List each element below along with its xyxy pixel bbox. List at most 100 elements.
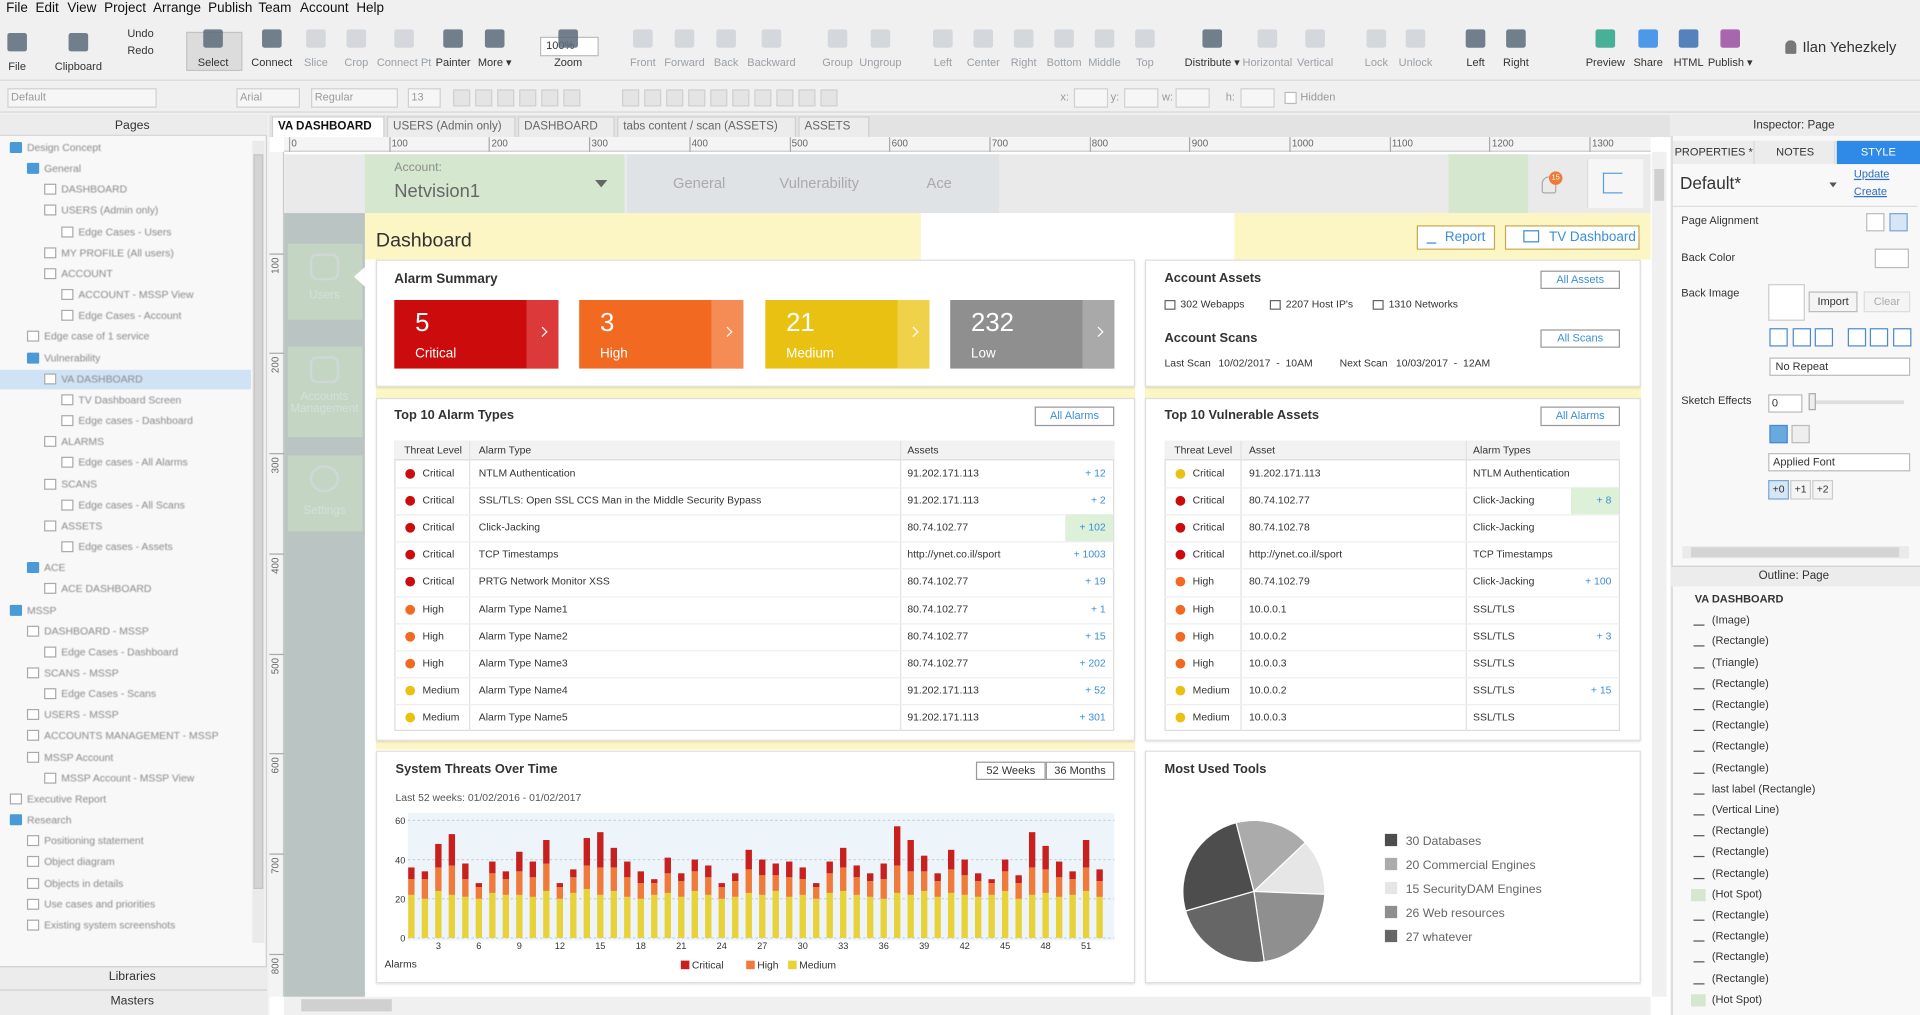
menu-item[interactable]: Team [258,1,292,16]
toolbar-icon[interactable] [68,33,89,52]
more-count[interactable]: + 301 [1079,710,1106,723]
format-icon[interactable] [497,89,515,107]
outline-item[interactable]: (Rectangle) [1711,824,1769,837]
toolbar-button[interactable]: HTML [1673,56,1704,69]
toolbar-button[interactable]: Connect [251,56,293,69]
import-button[interactable] [1808,291,1858,313]
toolbar-icon[interactable] [443,29,463,48]
outline-item[interactable]: (Rectangle) [1711,719,1769,732]
toolbar-icon[interactable] [1257,29,1278,48]
tab-label[interactable]: VA DASHBOARD [277,119,372,133]
page-item[interactable]: MSSP Account - MSSP View [61,771,195,784]
menu-item[interactable]: Help [356,1,385,16]
page-item[interactable]: MSSP [26,603,57,616]
link[interactable]: Create [1853,184,1887,198]
menu-item[interactable]: Publish [208,1,253,16]
more-count[interactable]: + 12 [1085,466,1106,480]
input-value[interactable]: 0 [1771,396,1778,409]
outline-item[interactable]: (Rectangle) [1711,761,1769,774]
slider-thumb[interactable] [1808,393,1816,411]
page-item[interactable]: Edge cases - All Alarms [78,456,188,469]
toolbar-button[interactable]: Redo [127,44,154,57]
alarm-card-arrow[interactable] [526,300,559,369]
outline-item[interactable]: (Rectangle) [1711,845,1769,858]
page-item[interactable]: VA DASHBOARD [61,372,143,385]
page-item[interactable]: TV Dashboard Screen [78,393,182,406]
tab[interactable] [798,116,870,138]
panel-title[interactable]: Masters [110,994,155,1009]
toolbar-icon[interactable] [1595,29,1616,48]
button[interactable] [1034,406,1115,427]
toolbar-button[interactable]: Center [966,56,1000,69]
tab[interactable] [517,116,615,138]
button-label[interactable]: Import [1817,294,1849,307]
toolbar-button[interactable]: Publish ▾ [1707,56,1753,69]
page-item[interactable]: Object diagram [44,855,115,868]
page-item[interactable]: ACCOUNTS MANAGEMENT - MSSP [44,729,219,742]
page-item[interactable]: Research [26,813,72,826]
select-value[interactable]: Applied Font [1773,454,1835,468]
menu-item[interactable]: Account [300,1,349,16]
format-icon[interactable] [754,89,772,107]
page-item[interactable]: Vulnerability [44,351,101,364]
button-label[interactable]: TV Dashboard [1548,230,1636,245]
repeat-select[interactable] [1769,357,1911,376]
side-nav-highlight[interactable] [287,346,363,438]
toolbar-icon[interactable] [973,29,994,48]
toolbar-icon[interactable] [1305,29,1325,48]
more-count[interactable]: + 52 [1085,683,1106,696]
option-label[interactable]: +0 [1772,482,1785,496]
button[interactable] [1540,329,1621,348]
page-item[interactable]: Existing system screenshots [44,918,176,931]
toolbar-button[interactable]: Ilan Yehezkely [1802,38,1897,56]
toolbar-icon[interactable] [1720,29,1741,48]
page-item[interactable]: Edge cases - Assets [78,540,173,553]
toolbar-button[interactable]: Bottom [1046,56,1082,69]
toolbar-icon[interactable] [827,29,848,48]
page-item[interactable]: SCANS [61,477,98,490]
toolbar-icon[interactable] [674,29,695,48]
toolbar-icon[interactable] [1638,29,1658,48]
outline-item[interactable]: VA DASHBOARD [1694,592,1784,605]
format-icon[interactable] [732,89,750,107]
toolbar-icon[interactable] [7,33,27,52]
nav-item[interactable]: General [673,174,726,192]
button[interactable] [1540,406,1621,427]
toolbar-button[interactable]: Undo [127,27,154,40]
toolbar-icon[interactable] [203,29,223,48]
style-name[interactable]: Default* [1680,173,1741,193]
page-item[interactable]: ACCOUNT [61,267,113,280]
more-count[interactable]: + 102 [1079,521,1106,534]
coord-field[interactable] [1175,88,1210,108]
toolbar-icon[interactable] [870,29,891,48]
more-count[interactable]: + 1003 [1073,548,1106,561]
outline-item[interactable]: (Triangle) [1711,655,1759,669]
page-item[interactable]: Design Concept [26,141,102,154]
toolbar-icon[interactable] [394,29,414,48]
toolbar-button[interactable]: Back [713,56,739,69]
tab[interactable] [617,116,796,138]
toolbar-icon[interactable] [1094,29,1115,48]
page-item[interactable]: Use cases and priorities [44,897,156,910]
alarm-card-arrow[interactable] [1082,300,1115,369]
format-icon[interactable] [475,89,493,107]
page-item[interactable]: ASSETS [61,519,103,532]
page-item[interactable]: Edge Cases - Dashboard [61,645,179,658]
outline-item[interactable]: (Hot Spot) [1711,992,1763,1006]
fill-button[interactable] [1791,424,1810,444]
toolbar-button[interactable]: Clipboard [54,60,102,73]
nav-item[interactable]: Ace [926,174,952,192]
logout-area[interactable] [1586,159,1644,209]
toolbar-icon[interactable] [633,29,653,48]
more-count[interactable]: + 15 [1085,629,1106,642]
page-item[interactable]: USERS - MSSP [44,708,119,721]
page-item[interactable]: Edge Cases - Account [78,309,182,322]
page-item[interactable]: Positioning statement [44,834,144,847]
format-field[interactable] [311,88,398,108]
toolbar-icon[interactable] [1405,29,1426,48]
toolbar-icon[interactable] [1366,29,1387,48]
format-field[interactable] [7,88,157,108]
outline-item[interactable]: last label (Rectangle) [1711,782,1816,795]
toggle-label[interactable]: 36 Months [1054,763,1106,776]
image-align-button[interactable] [1792,328,1811,347]
